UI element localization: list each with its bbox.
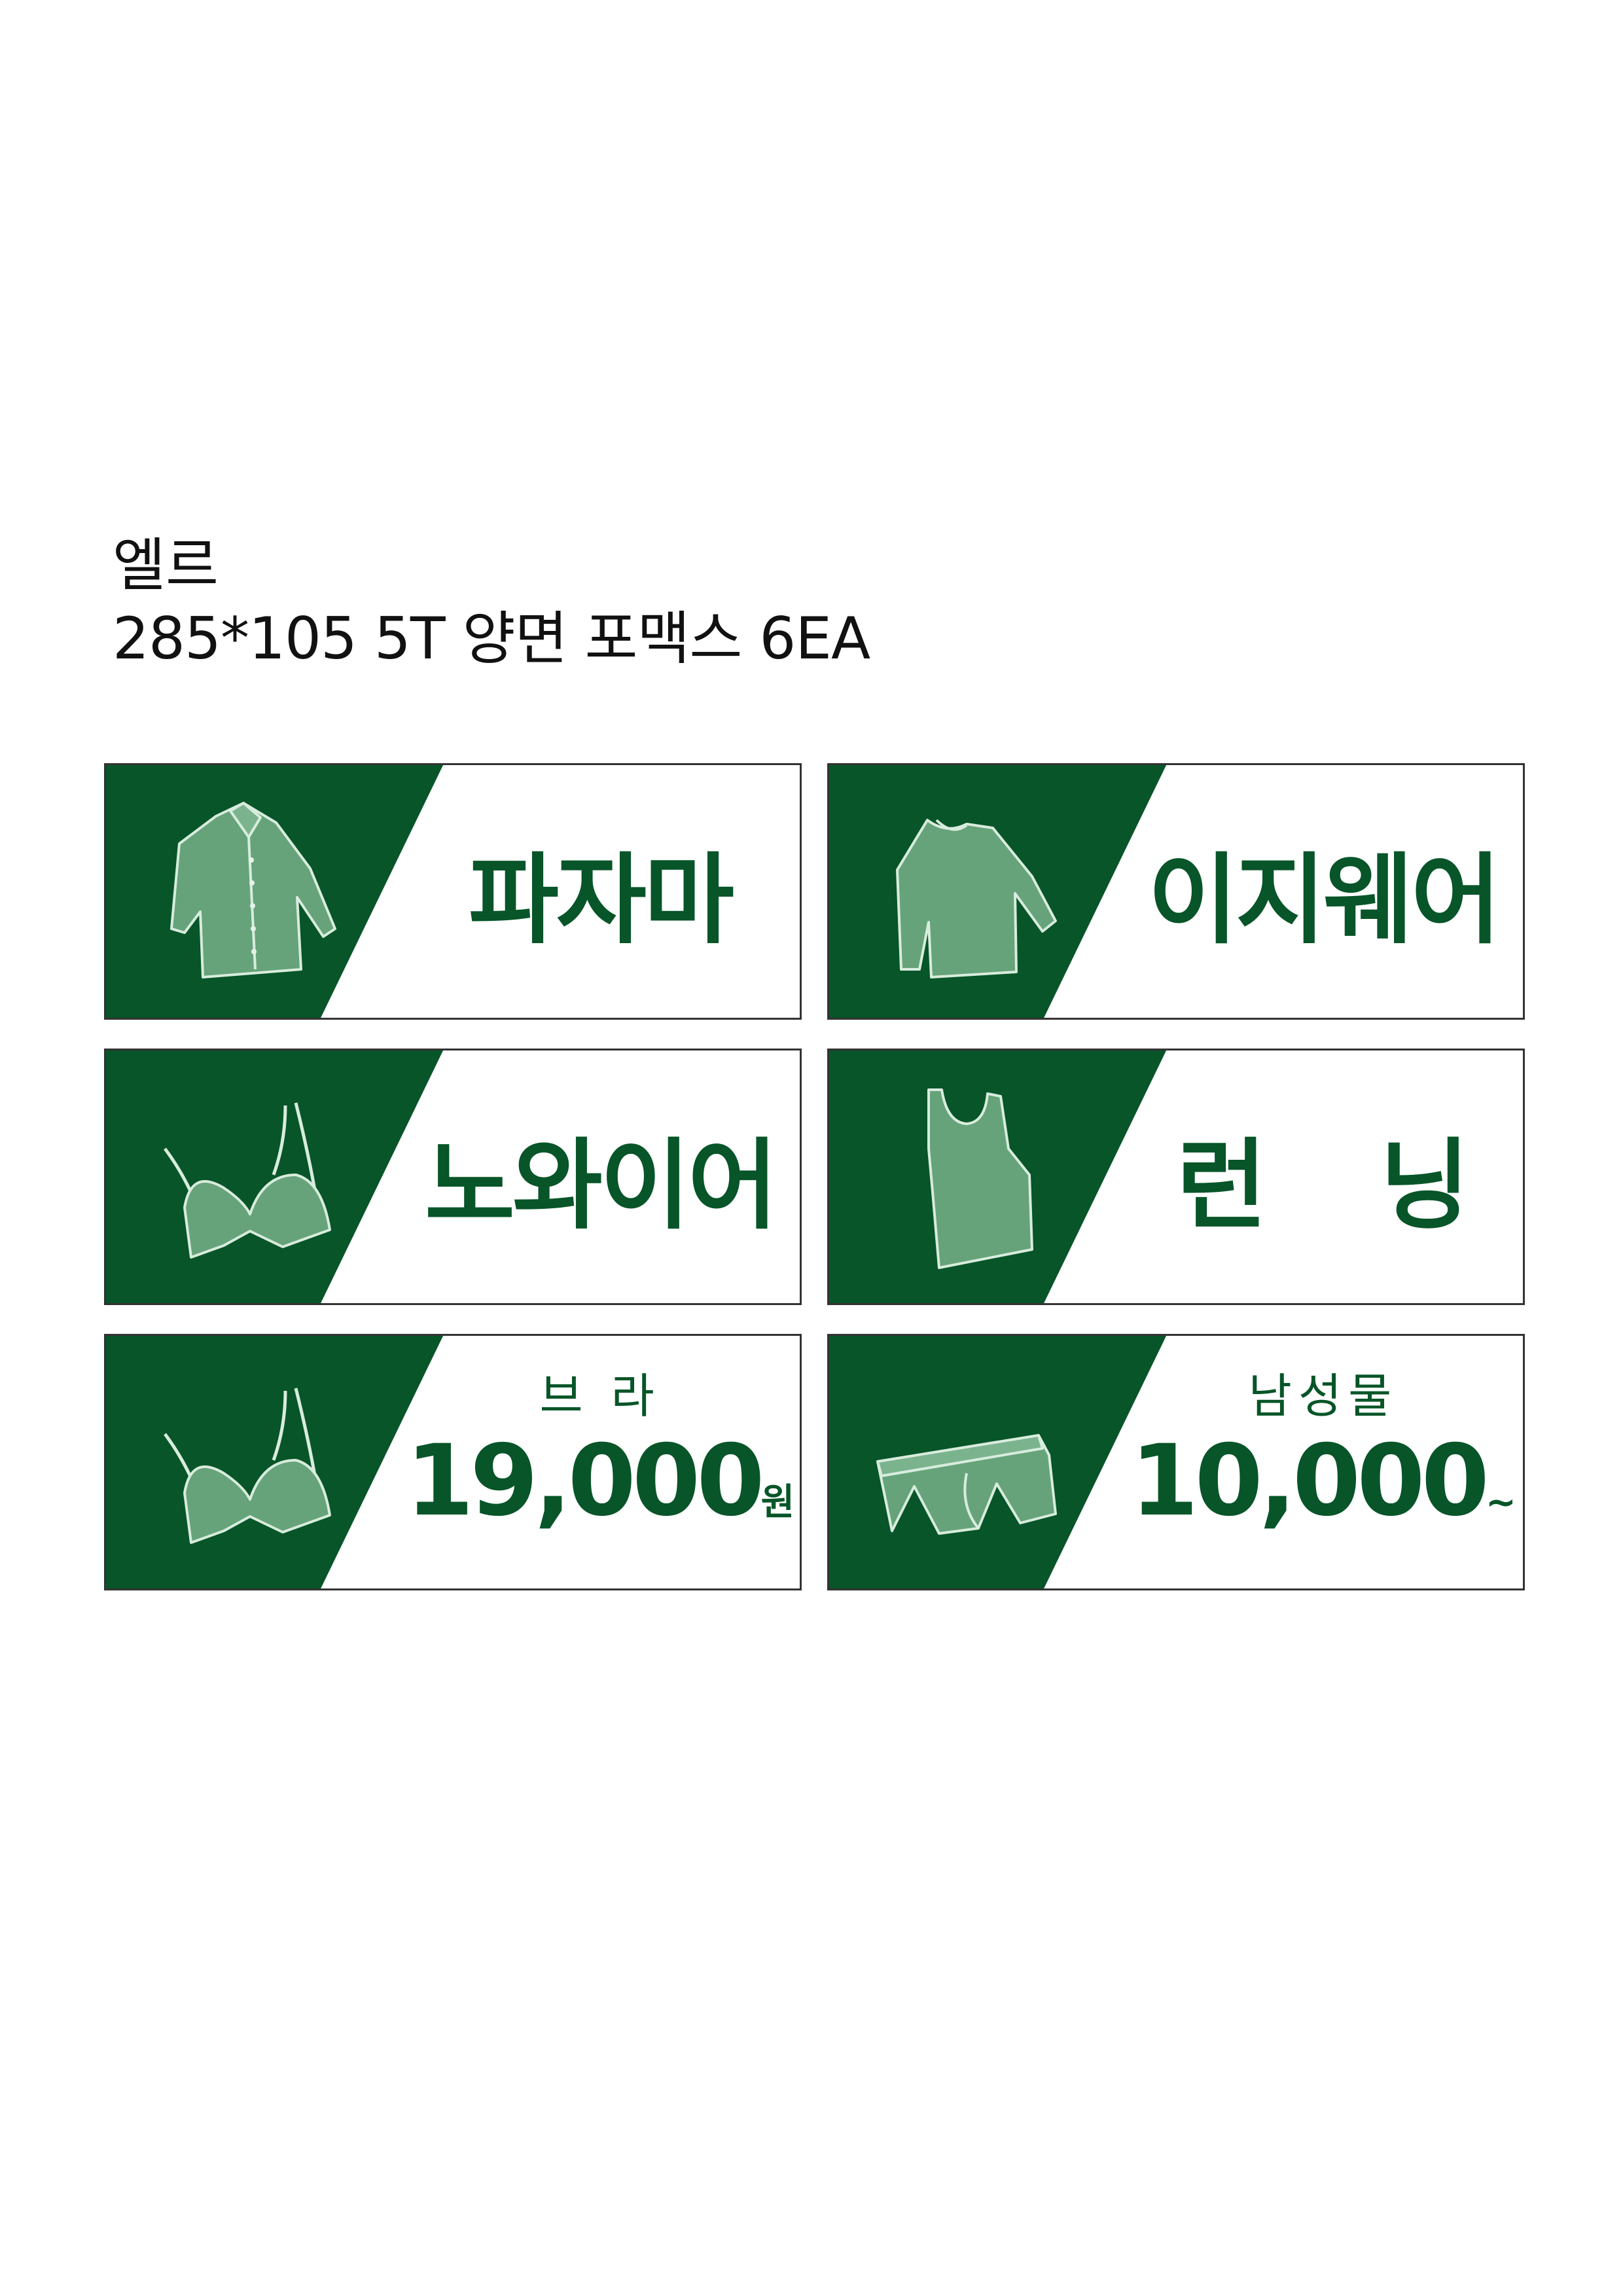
sweater-icon [896,819,1057,978]
price-line: 19,000원 [406,1426,794,1558]
sign-mens-price: 남성물 10,000~ [827,1334,1525,1590]
sign-pajama: 파자마 [104,763,802,1020]
sign-bra-price: 브 라 19,000원 [104,1334,802,1590]
sign-nowire: 노와이어 [104,1049,802,1305]
spec-line: 285*105 5T 양면 포맥스 6EA [113,605,870,672]
tank-top-icon [927,1088,1033,1269]
product-label: 런 닝 [1176,1128,1471,1243]
price-line: 10,000~ [1130,1426,1516,1558]
shirt-icon [170,802,336,978]
product-label: 노와이어 [424,1128,778,1243]
price-block: 브 라 19,000원 [406,1336,794,1588]
sign-easywear: 이지웨어 [827,763,1525,1020]
bra-icon [163,1102,331,1259]
price-value: 19,000 [405,1424,765,1538]
price-unit: 원 [760,1480,795,1524]
product-label: 브 라 [539,1368,661,1424]
product-label: 파자마 [468,843,734,958]
bra-icon [163,1388,331,1544]
price-unit: ~ [1485,1480,1516,1524]
sign-running: 런 닝 [827,1049,1525,1305]
price-value: 10,000 [1130,1424,1489,1538]
product-label: 이지웨어 [1147,843,1501,958]
boxer-briefs-icon [876,1434,1057,1535]
brand-name: 엘르 [113,531,219,599]
price-block: 남성물 10,000~ [1130,1336,1516,1588]
document-header: 엘르 285*105 5T 양면 포맥스 6EA [113,529,870,675]
product-label: 남성물 [1248,1368,1399,1424]
